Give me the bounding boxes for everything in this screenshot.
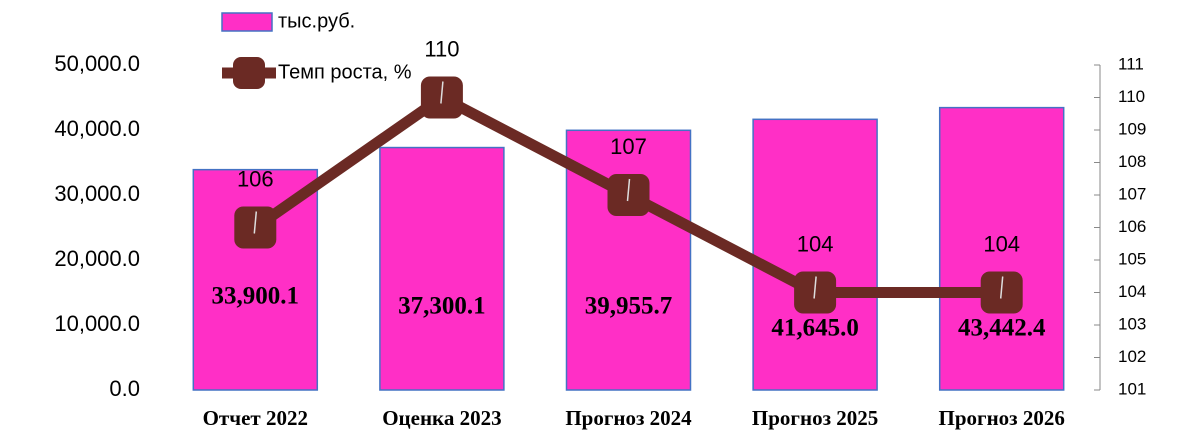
y-tick-label: 40,000.0 bbox=[54, 116, 140, 141]
value-label: 39,955.7 bbox=[585, 293, 673, 320]
y2-tick-label: 106 bbox=[1118, 217, 1146, 236]
value-label: 43,442.4 bbox=[958, 315, 1046, 342]
value-label: 33,900.1 bbox=[212, 283, 300, 310]
bar bbox=[938, 106, 1065, 391]
leader bbox=[999, 276, 1004, 299]
y-tick-label: 20,000.0 bbox=[54, 246, 140, 271]
x-tick-label: Прогноз 2024 bbox=[565, 406, 692, 430]
line-label: 106 bbox=[237, 166, 274, 191]
line-label: 107 bbox=[610, 134, 647, 159]
y-tick-label: 50,000.0 bbox=[54, 51, 140, 76]
legend-swatch bbox=[221, 12, 273, 32]
legend-label: Темп роста, % bbox=[278, 61, 412, 83]
y2-tick-label: 107 bbox=[1118, 184, 1146, 203]
y2-tick-label: 104 bbox=[1118, 282, 1146, 301]
line-label: 110 bbox=[424, 36, 459, 61]
x-tick-label: Отчет 2022 bbox=[203, 406, 308, 430]
line-label: 104 bbox=[983, 231, 1020, 256]
y-tick-label: 10,000.0 bbox=[54, 311, 140, 336]
y2-tick-label: 108 bbox=[1118, 152, 1146, 171]
leader bbox=[626, 178, 631, 202]
y2-tick-label: 109 bbox=[1118, 119, 1146, 138]
x-tick-label: Прогноз 2025 bbox=[752, 406, 878, 430]
legend-label: тыс.руб. bbox=[278, 10, 355, 32]
value-label: 37,300.1 bbox=[398, 293, 486, 320]
bar bbox=[192, 168, 319, 391]
bar bbox=[752, 118, 878, 391]
value-label: 41,645.0 bbox=[771, 315, 859, 342]
leader bbox=[440, 81, 444, 104]
y-tick-label: 30,000.0 bbox=[54, 181, 140, 206]
y2-tick-label: 105 bbox=[1118, 249, 1146, 268]
leader bbox=[813, 276, 817, 299]
y2-tick-label: 110 bbox=[1118, 87, 1145, 106]
y-tick-label: 0.0 bbox=[109, 376, 140, 401]
x-tick-label: Оценка 2023 bbox=[382, 406, 501, 430]
bar bbox=[379, 146, 505, 391]
y2-tick-label: 103 bbox=[1118, 314, 1146, 333]
line-label: 104 bbox=[797, 231, 834, 256]
y2-tick-label: 102 bbox=[1118, 347, 1146, 366]
y2-tick-label: 101 bbox=[1118, 379, 1146, 398]
y2-tick-label: 111 bbox=[1118, 54, 1144, 73]
leader bbox=[253, 211, 258, 234]
legend-marker bbox=[233, 57, 265, 89]
x-tick-label: Прогноз 2026 bbox=[939, 406, 1065, 430]
